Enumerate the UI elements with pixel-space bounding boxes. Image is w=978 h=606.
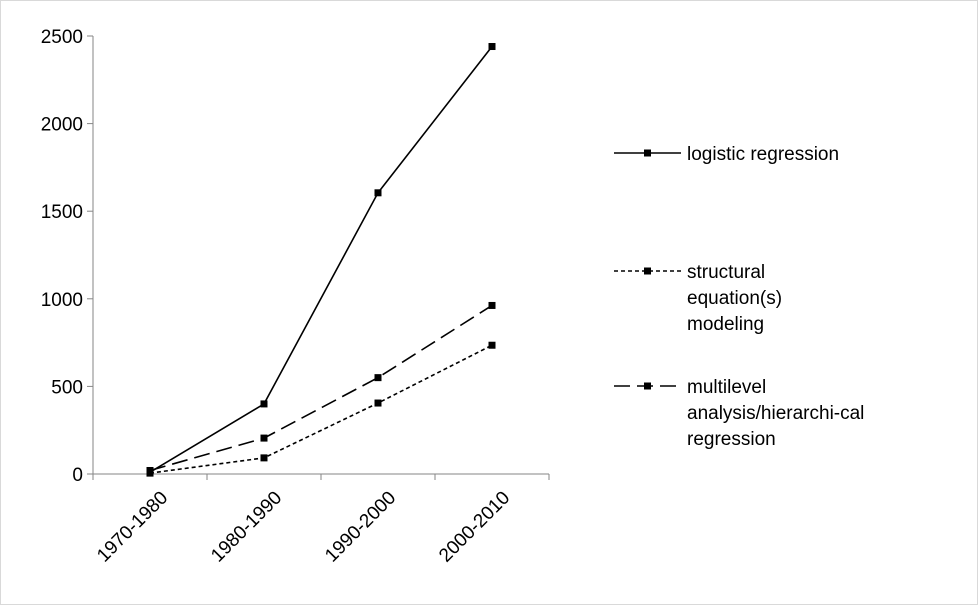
series-line [149,46,493,473]
data-point [488,301,496,309]
series-1 [146,43,496,476]
y-tick-label: 500 [51,377,83,398]
x-tick-label: 1980-1990 [207,487,286,566]
legend-swatch-marker [644,267,651,275]
series-layer [146,43,496,477]
legend-entry-1: logistic regression [614,144,839,165]
data-point [488,341,496,349]
legend-entry-2: structural equation(s) modeling [614,262,782,335]
legend-swatch-marker [644,382,651,390]
legend-label: multilevel [687,377,766,398]
y-tick-label: 0 [72,465,83,486]
y-tick-label: 1500 [41,202,83,223]
legend-label: logistic regression [687,144,839,165]
y-tick-label: 1000 [41,290,83,311]
y-tick-label: 2000 [41,115,83,136]
legend-label: analysis/hierarchi-cal [687,403,864,424]
x-tick-label: 2000-2010 [435,487,514,566]
data-point [374,399,382,407]
data-point [374,189,382,197]
x-tick-label: 1970-1980 [93,487,172,566]
legend: logistic regression structural equation(s)… [614,144,864,450]
series-line [149,304,493,472]
legend-entry-3: multilevel analysis/hierarchi-cal regressi… [614,377,864,450]
data-point [374,374,382,382]
legend-label: structural [687,262,765,283]
data-point [260,400,268,408]
legend-swatch-marker [644,149,651,157]
data-point [146,466,154,474]
legend-label: regression [687,429,776,450]
series-line [149,344,493,474]
series-3 [146,301,496,474]
legend-label: modeling [687,314,764,335]
data-point [488,43,496,51]
legend-label: equation(s) [687,288,782,309]
data-point [260,434,268,442]
axes: 0 500 1000 1500 2000 2500 1970-1980 1980-1990 19… [41,27,550,567]
data-point [260,454,268,462]
y-tick-label: 2500 [41,27,83,48]
x-tick-label: 1990-2000 [321,487,400,566]
